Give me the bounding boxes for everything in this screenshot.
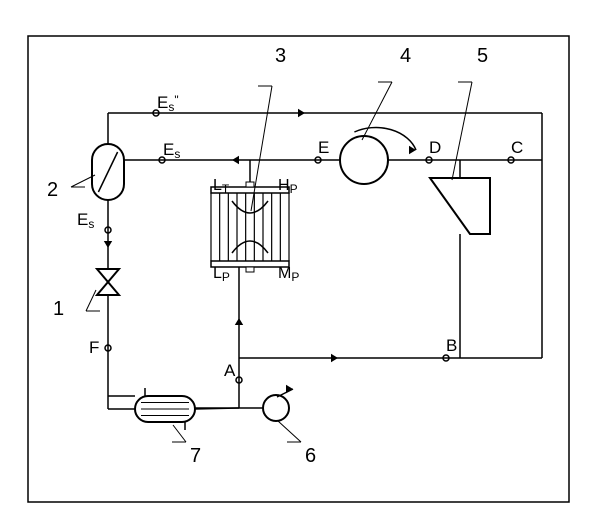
- svg-text:F: F: [89, 338, 99, 357]
- svg-text:HP: HP: [278, 177, 298, 196]
- heat-exchanger-7: [135, 388, 195, 430]
- svg-text:7: 7: [190, 445, 201, 467]
- svg-text:A: A: [224, 361, 236, 380]
- svg-text:Es: Es: [163, 140, 180, 161]
- turbine-5: [430, 178, 490, 234]
- svg-text:LP: LP: [213, 265, 230, 284]
- svg-text:3: 3: [275, 45, 286, 67]
- svg-text:LT: LT: [213, 177, 230, 196]
- svg-text:D: D: [429, 138, 441, 157]
- svg-text:E: E: [318, 138, 329, 157]
- svg-text:Es": Es": [157, 93, 179, 114]
- svg-text:4: 4: [400, 45, 411, 67]
- diagram-canvas: Es" Es Es F A B C D E LT HP LP MP 1 2 3 4 5 6 7: [0, 0, 595, 527]
- compressor-4: [340, 127, 416, 184]
- svg-text:C: C: [511, 138, 523, 157]
- separator-2: [92, 144, 124, 200]
- svg-text:B: B: [446, 336, 457, 355]
- svg-text:2: 2: [47, 179, 58, 201]
- pump-6: [239, 389, 293, 421]
- svg-text:6: 6: [305, 445, 316, 467]
- svg-text:Es: Es: [77, 210, 94, 231]
- svg-text:MP: MP: [278, 265, 299, 284]
- svg-text:5: 5: [477, 45, 488, 67]
- svg-text:1: 1: [53, 298, 64, 320]
- valve-1: [97, 269, 119, 295]
